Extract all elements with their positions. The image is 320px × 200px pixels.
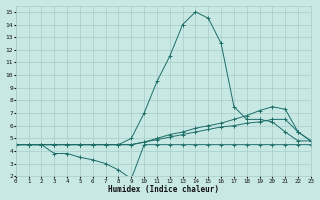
X-axis label: Humidex (Indice chaleur): Humidex (Indice chaleur) bbox=[108, 185, 219, 194]
